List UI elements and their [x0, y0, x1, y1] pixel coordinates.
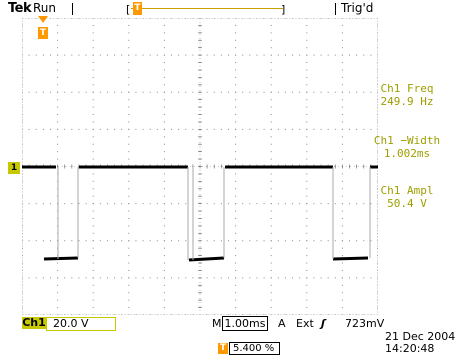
divider: [335, 3, 336, 15]
timebase-value: 1.00ms: [221, 316, 269, 331]
measurement-value: 50.4 V: [387, 197, 427, 210]
trigger-marker[interactable]: T: [38, 27, 48, 39]
waveform-display[interactable]: [22, 18, 378, 315]
record-length-bar: [131, 8, 283, 9]
rising-edge-icon: ʃ: [320, 317, 326, 330]
measurement-ch1-ampl: Ch1 Ampl 50.4 V: [352, 184, 462, 210]
center-ticks: [22, 18, 372, 308]
measurement-value: 249.9 Hz: [380, 95, 434, 108]
ch1-trace-edges: [57, 167, 371, 260]
record-bar-left-bracket: [: [126, 3, 131, 16]
run-state: Run: [33, 1, 57, 15]
date: 21 Dec 2004: [385, 330, 456, 343]
measurement-value: 1.002ms: [383, 147, 431, 160]
channel1-label[interactable]: Ch1: [22, 316, 46, 329]
horizontal-position-marker: T: [218, 343, 228, 354]
trigger-status: Trig'd: [341, 1, 374, 15]
timebase-readout[interactable]: M 1.00ms: [212, 316, 269, 331]
timebase-prefix: M: [212, 317, 222, 330]
trigger-readout[interactable]: A Ext ʃ: [278, 317, 325, 330]
measurement-ch1-freq: Ch1 Freq 249.9 Hz: [352, 82, 462, 108]
brand-logo: Tek: [8, 1, 32, 16]
trigger-point-arrow-icon: [38, 16, 48, 23]
ch1-trace-low-1: [43, 256, 79, 261]
channel1-scale[interactable]: 20.0 V: [46, 317, 116, 331]
channel1-ground-marker[interactable]: 1: [8, 162, 20, 174]
divider: [72, 3, 73, 15]
trigger-level[interactable]: 723mV: [345, 317, 385, 330]
ch1-trace-low-3: [332, 256, 369, 261]
trigger-source: Ext: [296, 317, 314, 330]
status-bar: Tek Run Trig'd: [0, 0, 470, 18]
horizontal-position-readout[interactable]: 5.400 %: [229, 342, 280, 355]
datetime: 21 Dec 2004 14:20:48: [385, 331, 455, 355]
record-bar-right-bracket: ]: [281, 3, 286, 16]
trigger-mode: A: [278, 317, 286, 330]
time: 14:20:48: [385, 342, 435, 355]
measurement-label: Ch1 Ampl: [380, 184, 434, 197]
measurement-ch1-neg-width: Ch1 −Width 1.002ms: [352, 134, 462, 160]
measurement-label: Ch1 −Width: [373, 134, 441, 147]
ch1-trace-low-2: [188, 256, 225, 262]
trigger-position-marker[interactable]: T: [133, 2, 142, 15]
measurement-label: Ch1 Freq: [380, 82, 434, 95]
